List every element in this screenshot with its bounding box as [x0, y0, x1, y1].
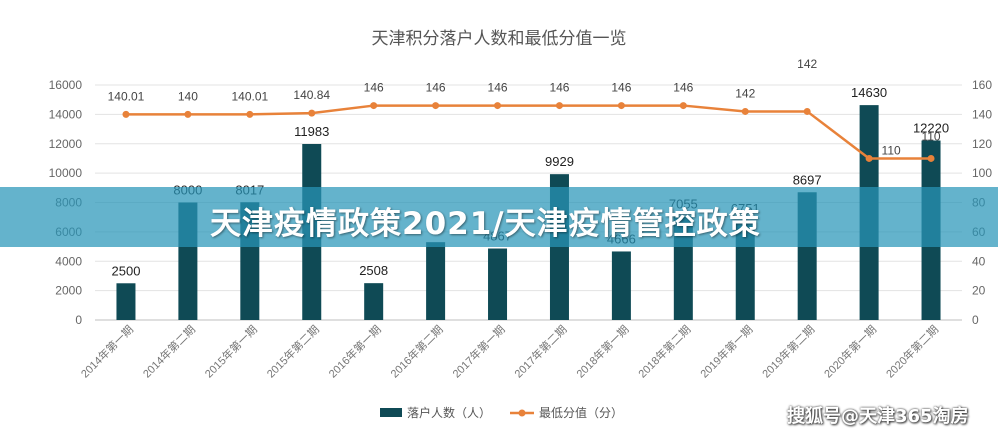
- x-tick-label: 2020年第一期: [821, 322, 879, 380]
- line-data-label: 146: [488, 81, 508, 95]
- line-series: 140.01 140 140.01 140.84 146 146 146 146 146 146 1…: [108, 57, 941, 162]
- line-point: [432, 102, 440, 110]
- x-tick-label: 2015年第二期: [264, 322, 322, 380]
- y-right-tick-label: 40: [972, 254, 986, 268]
- overlay-banner: [0, 187, 998, 247]
- legend-bar-swatch: [380, 408, 402, 417]
- line-point: [679, 102, 687, 110]
- y-left-tick-label: 16000: [49, 78, 83, 92]
- line-data-label: 146: [611, 81, 631, 95]
- y-left-tick-label: 14000: [49, 107, 83, 121]
- x-tick-label: 2020年第二期: [883, 322, 941, 380]
- line-point: [803, 107, 811, 115]
- line-data-label: 140: [178, 89, 198, 103]
- x-tick-label: 2014年第二期: [140, 322, 198, 380]
- y-left-tick-label: 12000: [49, 137, 83, 151]
- x-tick-label: 2018年第一期: [573, 322, 631, 380]
- y-left-tick-label: 0: [75, 313, 82, 327]
- y-right-tick-label: 140: [972, 107, 992, 121]
- x-tick-label: 2014年第一期: [78, 322, 136, 380]
- chart-title: 天津积分落户人数和最低分值一览: [372, 29, 627, 48]
- bar-data-label: 11983: [294, 124, 329, 139]
- line-data-label: 140.01: [231, 89, 268, 103]
- y-right-tick-label: 20: [972, 284, 986, 298]
- bar-data-label: 2508: [359, 263, 388, 278]
- line-point: [370, 102, 378, 110]
- line-point: [617, 102, 625, 110]
- line-point: [555, 102, 563, 110]
- bar: [116, 283, 136, 320]
- legend-line-marker: [518, 409, 526, 417]
- line-point: [246, 110, 254, 118]
- legend: 落户人数（人） 最低分值（分）: [380, 405, 623, 420]
- y-right-tick-label: 0: [972, 313, 979, 327]
- line-data-label: 110: [882, 143, 901, 157]
- bar: [364, 283, 384, 320]
- bar-data-label: 9929: [545, 154, 574, 169]
- x-tick-label: 2019年第一期: [697, 322, 755, 380]
- line-data-label: 142: [735, 86, 755, 100]
- line-point: [122, 110, 130, 118]
- bar-data-label: 12220: [913, 121, 949, 136]
- y-left-tick-label: 4000: [55, 254, 82, 268]
- line-point: [494, 102, 502, 110]
- x-tick-label: 2016年第二期: [387, 322, 445, 380]
- y-left-tick-label: 2000: [55, 284, 82, 298]
- legend-line-label: 最低分值（分）: [539, 405, 623, 420]
- x-axis: 2014年第一期 2014年第二期 2015年第一期 2015年第二期 2016年第一期…: [78, 322, 941, 380]
- y-right-tick-label: 120: [972, 137, 992, 151]
- y-left-tick-label: 10000: [49, 166, 83, 180]
- line-data-label: 110: [921, 129, 940, 143]
- line-data-label: 140.84: [293, 88, 330, 102]
- bar: [426, 242, 446, 320]
- line-point: [865, 154, 873, 162]
- bar-data-label: 14630: [851, 85, 887, 100]
- line-point: [308, 109, 316, 117]
- banner-title: 天津疫情政策2021/天津疫情管控政策: [210, 206, 761, 242]
- legend-bar-label: 落户人数（人）: [407, 405, 491, 420]
- line-data-label: 142: [797, 57, 817, 71]
- line-data-label: 140.01: [108, 89, 145, 103]
- x-tick-label: 2017年第二期: [511, 322, 569, 380]
- line-data-label: 146: [426, 81, 446, 95]
- x-tick-label: 2018年第二期: [635, 322, 693, 380]
- line-data-label: 146: [364, 81, 384, 95]
- x-tick-label: 2017年第一期: [449, 322, 507, 380]
- line-point: [184, 110, 192, 118]
- line-point: [741, 107, 749, 115]
- y-right-tick-label: 100: [972, 166, 992, 180]
- score-line: [125, 104, 932, 160]
- bar-data-label: 2500: [112, 263, 141, 278]
- x-tick-label: 2015年第一期: [202, 322, 260, 380]
- x-tick-label: 2019年第二期: [759, 322, 817, 380]
- bar: [611, 251, 631, 320]
- bar-data-label: 8697: [793, 172, 822, 187]
- x-tick-label: 2016年第一期: [325, 322, 383, 380]
- line-data-label: 146: [549, 81, 569, 95]
- line-point: [927, 154, 935, 162]
- watermark: 搜狐号@天津365淘房: [787, 406, 969, 427]
- y-right-tick-label: 160: [972, 78, 992, 92]
- line-data-label: 146: [673, 81, 693, 95]
- bar: [488, 248, 508, 320]
